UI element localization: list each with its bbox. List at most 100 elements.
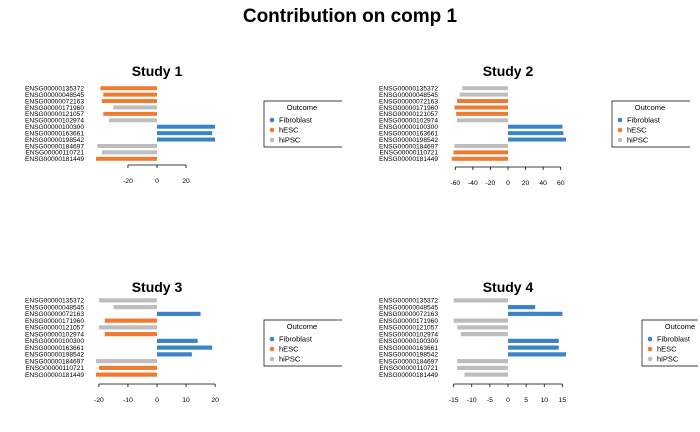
bar xyxy=(104,318,157,323)
bar xyxy=(454,143,508,148)
gene-label: ENSG00000072163 xyxy=(25,98,84,105)
legend-entry: hiPSC xyxy=(627,136,649,145)
bar xyxy=(457,365,508,370)
gene-label: ENSG00000121057 xyxy=(25,111,84,118)
legend-title: Outcome xyxy=(287,103,317,112)
legend-marker xyxy=(269,137,275,143)
gene-label: ENSG00000100300 xyxy=(379,338,438,345)
legend-entry: hiPSC xyxy=(279,136,301,145)
legend-marker xyxy=(617,117,623,123)
panel-title: Study 1 xyxy=(132,63,183,79)
bar xyxy=(96,156,157,161)
bar xyxy=(157,311,201,316)
legend-entry: hESC xyxy=(279,345,299,354)
gene-label: ENSG00000198542 xyxy=(25,352,84,359)
gene-label: ENSG00000184697 xyxy=(379,358,438,365)
gene-label: ENSG00000100300 xyxy=(25,124,84,131)
study-panel: Study 2ENSG00000135372ENSG00000048545ENS… xyxy=(379,63,690,187)
gene-label: ENSG00000121057 xyxy=(379,111,438,118)
tick-label: 0 xyxy=(506,180,510,187)
legend-marker xyxy=(269,356,275,362)
gene-label: ENSG00000184697 xyxy=(25,143,84,150)
bar xyxy=(96,359,157,364)
gene-label: ENSG00000171960 xyxy=(379,105,438,112)
bar xyxy=(100,86,157,91)
tick-label: -60 xyxy=(450,180,460,187)
gene-label: ENSG00000135372 xyxy=(25,86,84,93)
bar xyxy=(157,137,216,142)
gene-label: ENSG00000163661 xyxy=(25,345,84,352)
gene-label: ENSG00000048545 xyxy=(379,304,438,311)
bar xyxy=(508,131,564,136)
gene-label: ENSG00000163661 xyxy=(379,345,438,352)
study-panel: Study 3ENSG00000135372ENSG00000048545ENS… xyxy=(25,279,342,404)
bar xyxy=(98,298,157,303)
tick-label: -10 xyxy=(467,397,477,404)
gene-label: ENSG00000181449 xyxy=(379,372,438,379)
legend-title: Outcome xyxy=(635,103,665,112)
legend-box xyxy=(641,319,698,367)
gene-label: ENSG00000102974 xyxy=(379,331,438,338)
tick-label: 0 xyxy=(155,397,159,404)
gene-label: ENSG00000181449 xyxy=(25,156,84,163)
tick-label: -10 xyxy=(123,397,133,404)
gene-label: ENSG00000048545 xyxy=(25,304,84,311)
gene-label: ENSG00000184697 xyxy=(25,358,84,365)
bar xyxy=(157,131,213,136)
legend-title: Outcome xyxy=(665,322,695,331)
gene-label: ENSG00000110721 xyxy=(379,150,438,157)
tick-label: 10 xyxy=(182,397,190,404)
gene-label: ENSG00000198542 xyxy=(379,352,438,359)
bar xyxy=(464,372,508,377)
bar xyxy=(457,325,508,330)
legend-marker xyxy=(269,127,275,133)
bar xyxy=(508,305,536,310)
gene-label: ENSG00000163661 xyxy=(379,130,438,137)
gene-label: ENSG00000100300 xyxy=(379,124,438,131)
gene-label: ENSG00000048545 xyxy=(25,92,84,99)
bar xyxy=(103,111,157,116)
legend-entry: hESC xyxy=(627,126,647,135)
gene-label: ENSG00000110721 xyxy=(379,365,438,372)
gene-label: ENSG00000181449 xyxy=(25,372,84,379)
bar xyxy=(454,105,508,110)
tick-label: 15 xyxy=(559,397,567,404)
bar xyxy=(104,332,157,337)
legend-marker xyxy=(617,137,623,143)
bar xyxy=(453,298,508,303)
legend-marker xyxy=(647,356,653,362)
tick-label: 5 xyxy=(524,397,528,404)
tick-label: 40 xyxy=(539,180,547,187)
gene-label: ENSG00000102974 xyxy=(25,331,84,338)
legend-entry: hESC xyxy=(657,345,677,354)
tick-label: -20 xyxy=(94,397,104,404)
legend-box xyxy=(263,100,342,148)
gene-label: ENSG00000184697 xyxy=(379,143,438,150)
bar xyxy=(451,156,508,161)
bar xyxy=(101,99,157,104)
legend-box xyxy=(611,100,690,148)
bar xyxy=(453,318,508,323)
gene-label: ENSG00000171960 xyxy=(379,318,438,325)
tick-label: 20 xyxy=(211,397,219,404)
bar xyxy=(157,345,213,350)
bar xyxy=(508,345,559,350)
legend-entry: hiPSC xyxy=(657,355,679,364)
panel-title: Study 2 xyxy=(483,63,534,79)
gene-label: ENSG00000072163 xyxy=(379,311,438,318)
gene-label: ENSG00000121057 xyxy=(25,325,84,332)
bar xyxy=(508,352,566,357)
bar xyxy=(456,111,508,116)
legend-marker xyxy=(269,346,275,352)
gene-label: ENSG00000102974 xyxy=(25,118,84,125)
gene-label: ENSG00000171960 xyxy=(25,318,84,325)
bar xyxy=(103,92,157,97)
legend-marker xyxy=(647,336,653,342)
gene-label: ENSG00000110721 xyxy=(25,365,84,372)
bar xyxy=(113,305,157,310)
legend-box xyxy=(263,319,342,367)
legend-entry: Fibroblast xyxy=(657,335,691,344)
tick-label: 20 xyxy=(182,178,190,185)
